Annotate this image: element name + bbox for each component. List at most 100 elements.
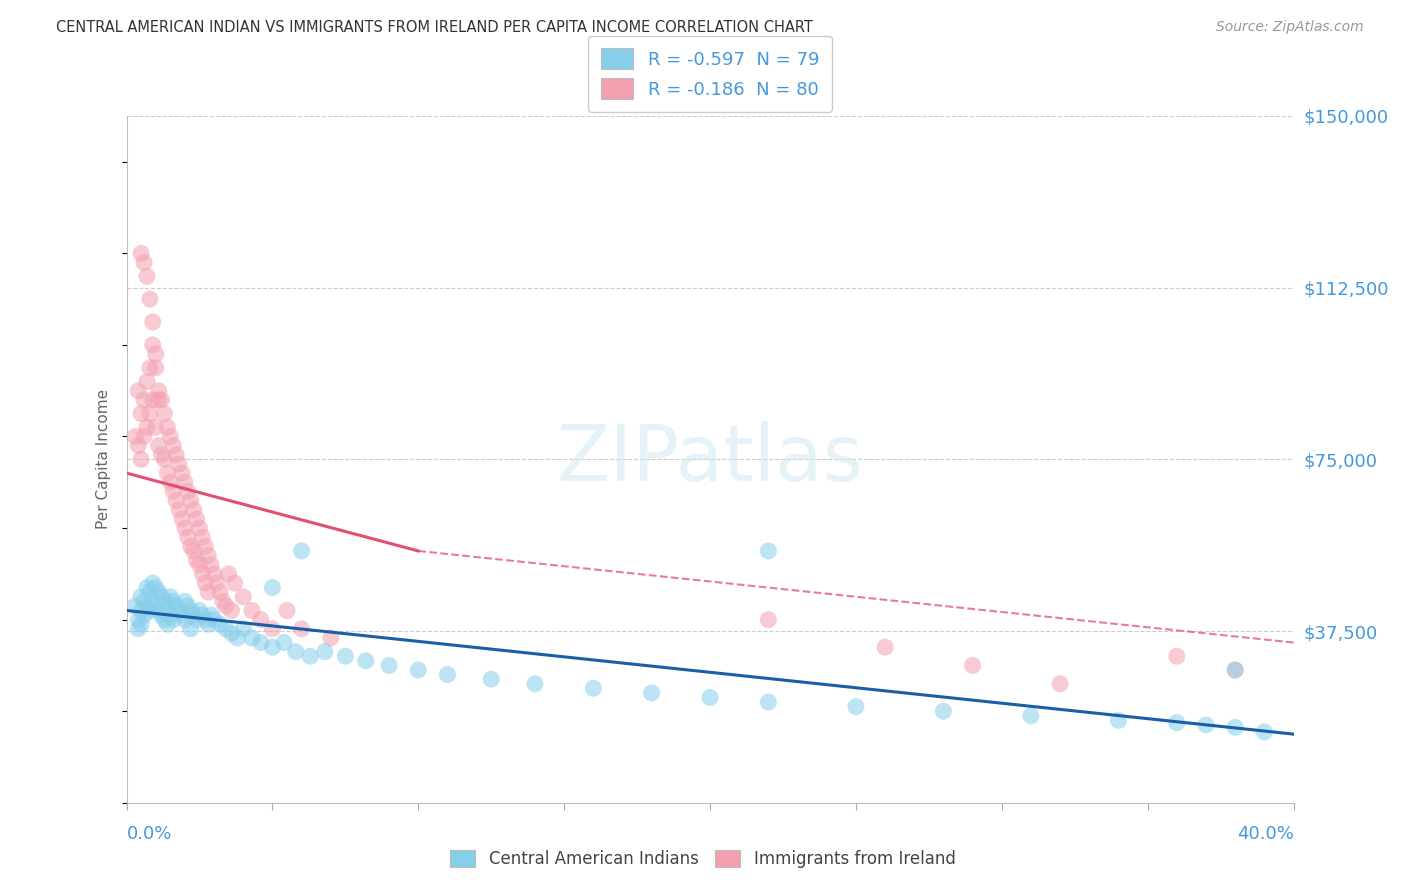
Point xyxy=(290,544,312,558)
Y-axis label: Per Capita Income: Per Capita Income xyxy=(96,389,111,530)
Point xyxy=(167,457,190,471)
Point xyxy=(319,631,342,645)
Point xyxy=(1108,714,1130,728)
Point xyxy=(249,613,271,627)
Point xyxy=(165,599,187,613)
Point xyxy=(136,581,159,595)
Point xyxy=(582,681,605,696)
Point xyxy=(194,576,217,591)
Point xyxy=(756,695,779,709)
Point xyxy=(145,347,167,361)
Point xyxy=(299,649,322,664)
Point xyxy=(167,502,190,516)
Point xyxy=(205,576,228,591)
Point xyxy=(170,466,193,480)
Point xyxy=(129,452,152,467)
Point xyxy=(845,699,868,714)
Point xyxy=(1049,677,1071,691)
Point xyxy=(408,663,430,677)
Point xyxy=(148,585,170,599)
Point xyxy=(139,292,162,306)
Point xyxy=(875,640,897,654)
Point xyxy=(194,613,217,627)
Point xyxy=(136,375,159,389)
Point xyxy=(127,384,149,398)
Point xyxy=(136,599,159,613)
Point xyxy=(142,576,165,591)
Point xyxy=(197,585,219,599)
Point xyxy=(215,599,238,613)
Point xyxy=(153,613,176,627)
Point xyxy=(699,690,721,705)
Point xyxy=(145,581,167,595)
Point xyxy=(124,429,146,443)
Point xyxy=(180,622,202,636)
Point xyxy=(129,246,152,260)
Point xyxy=(148,439,170,453)
Point xyxy=(183,608,205,623)
Point xyxy=(194,540,217,554)
Point xyxy=(139,603,162,617)
Point xyxy=(211,594,233,608)
Point xyxy=(335,649,357,664)
Point xyxy=(162,439,184,453)
Point xyxy=(180,493,202,508)
Point xyxy=(756,613,779,627)
Point xyxy=(186,512,208,526)
Text: 40.0%: 40.0% xyxy=(1237,825,1294,843)
Text: Source: ZipAtlas.com: Source: ZipAtlas.com xyxy=(1216,20,1364,34)
Point xyxy=(262,640,284,654)
Legend: Central American Indians, Immigrants from Ireland: Central American Indians, Immigrants fro… xyxy=(444,843,962,875)
Point xyxy=(188,521,211,535)
Point xyxy=(139,407,162,421)
Point xyxy=(262,622,284,636)
Point xyxy=(132,429,155,443)
Point xyxy=(284,645,307,659)
Point xyxy=(186,553,208,567)
Point xyxy=(148,603,170,617)
Point xyxy=(142,392,165,407)
Point xyxy=(183,544,205,558)
Point xyxy=(436,667,458,681)
Point xyxy=(129,590,152,604)
Point xyxy=(156,617,179,632)
Point xyxy=(150,448,173,462)
Point xyxy=(148,384,170,398)
Point xyxy=(197,617,219,632)
Point xyxy=(200,608,222,623)
Point xyxy=(177,484,200,499)
Point xyxy=(314,645,336,659)
Point xyxy=(153,452,176,467)
Point xyxy=(354,654,377,668)
Point xyxy=(127,439,149,453)
Point xyxy=(200,558,222,572)
Point xyxy=(177,530,200,544)
Text: CENTRAL AMERICAN INDIAN VS IMMIGRANTS FROM IRELAND PER CAPITA INCOME CORRELATION: CENTRAL AMERICAN INDIAN VS IMMIGRANTS FR… xyxy=(56,20,813,35)
Point xyxy=(129,603,152,617)
Point xyxy=(159,475,181,490)
Point xyxy=(191,530,214,544)
Point xyxy=(1166,649,1188,664)
Point xyxy=(142,594,165,608)
Point xyxy=(170,512,193,526)
Point xyxy=(1019,708,1042,723)
Point xyxy=(127,622,149,636)
Point xyxy=(124,599,146,613)
Point xyxy=(150,392,173,407)
Point xyxy=(148,392,170,407)
Point xyxy=(132,608,155,623)
Point xyxy=(180,603,202,617)
Point xyxy=(1223,663,1246,677)
Point xyxy=(159,429,181,443)
Point xyxy=(232,622,254,636)
Point xyxy=(156,466,179,480)
Point xyxy=(1223,720,1246,734)
Point xyxy=(221,603,243,617)
Point xyxy=(276,603,298,617)
Point xyxy=(145,360,167,375)
Point xyxy=(226,631,249,645)
Point xyxy=(129,617,152,632)
Point xyxy=(262,581,284,595)
Point xyxy=(1166,715,1188,730)
Point xyxy=(162,613,184,627)
